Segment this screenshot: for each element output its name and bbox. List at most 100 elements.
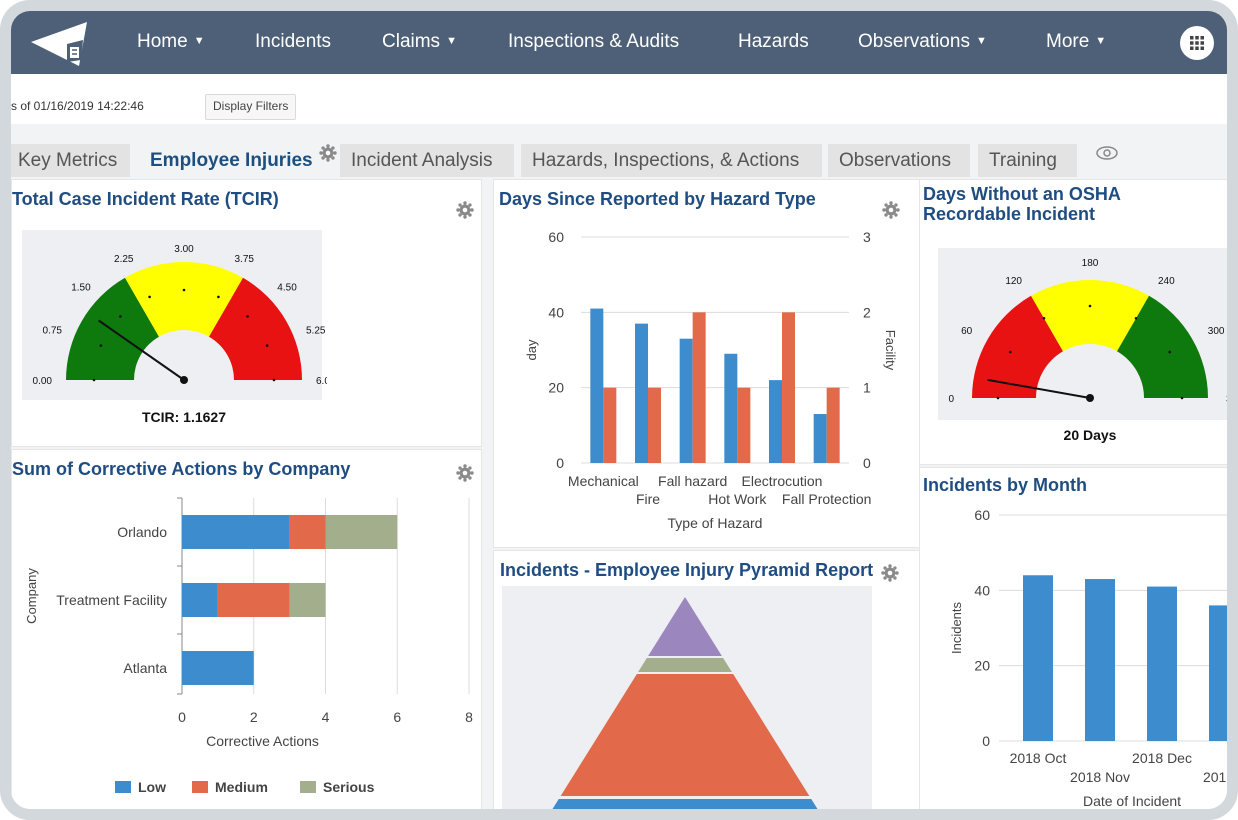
x-tick-label: Hot Work	[708, 491, 767, 507]
gauge-needle-hub	[180, 376, 188, 384]
gear-icon[interactable]	[456, 201, 474, 219]
filter-bar: s of 01/16/2019 14:22:46 Display Filters	[11, 74, 1227, 124]
osha-title-line2: Recordable Incident	[923, 204, 1096, 224]
tcir-panel: Total Case Incident Rate (TCIR) 0.00 0.75…	[11, 179, 482, 447]
gear-tooth	[331, 156, 335, 160]
pyramid-title: Incidents - Employee Injury Pyramid Repo…	[500, 560, 874, 580]
gear-icon[interactable]	[319, 144, 337, 162]
gauge-tick-mark	[996, 396, 1000, 400]
gauge-tick-label: 4.50	[277, 283, 297, 294]
gear-tooth	[884, 213, 888, 217]
gear-tooth	[326, 158, 330, 162]
x-tick-label: Fire	[636, 491, 660, 507]
app-logo[interactable]	[29, 20, 89, 68]
nav-item-inspections-audits[interactable]: Inspections & Audits	[508, 31, 679, 53]
gear-tooth	[319, 151, 323, 155]
gear-tooth	[470, 208, 474, 212]
bar	[182, 583, 218, 617]
bar	[648, 387, 661, 463]
legend-swatch	[115, 781, 131, 793]
top-navigation-bar: Home ▼ Incidents Claims ▼ Inspections & Audit…	[11, 11, 1227, 74]
gauge-tick-label: 0	[948, 394, 954, 405]
tab-employee-injuries[interactable]: Employee Injuries	[139, 144, 335, 177]
gauge-tick-label: 3.00	[174, 244, 194, 255]
x-tick-label: 2019 J	[1203, 769, 1228, 785]
gear-tooth	[470, 471, 474, 475]
bar	[635, 323, 648, 463]
gear-tooth	[895, 571, 899, 575]
gear-tooth	[456, 471, 460, 475]
y2-tick-label: 0	[863, 455, 871, 471]
gear-tooth	[468, 203, 472, 207]
gauge-needle-hub	[1086, 394, 1094, 402]
tab-label: Observations	[839, 150, 951, 171]
tab-label: Key Metrics	[18, 150, 118, 171]
hazard-panel: Days Since Reported by Hazard Type 0 20 40…	[493, 179, 920, 548]
gear-icon[interactable]	[882, 201, 900, 219]
gauge-tick-mark	[99, 344, 103, 347]
gear-tooth	[888, 578, 892, 582]
chevron-down-icon: ▼	[975, 35, 987, 47]
gear-tooth	[881, 571, 885, 575]
bar	[289, 583, 326, 617]
bar	[782, 312, 795, 463]
tab-observations[interactable]: Observations	[828, 144, 970, 177]
gear-tooth	[321, 146, 325, 150]
nav-item-claims[interactable]: Claims ▼	[382, 31, 457, 53]
nav-item-home[interactable]: Home ▼	[137, 31, 205, 53]
x-tick-label: 0	[178, 709, 186, 725]
gear-icon[interactable]	[881, 564, 899, 582]
bar	[826, 387, 840, 463]
bar	[679, 338, 693, 463]
tab-label: Incident Analysis	[351, 150, 493, 171]
bar	[1023, 575, 1053, 741]
bar	[737, 387, 751, 463]
gauge-tick-label: 3.75	[235, 254, 255, 265]
bymonth-panel: Incidents by Month 0 20 40 60 Incidents 2018 …	[919, 467, 1228, 809]
gear-tooth	[889, 201, 893, 205]
x-tick-label: Fall Protection	[782, 491, 871, 507]
gear-hole	[462, 207, 468, 213]
gear-tooth	[458, 203, 462, 207]
gauge-tick-mark	[217, 295, 220, 299]
y2-tick-label: 1	[863, 380, 871, 396]
pyramid-layer-0	[648, 597, 722, 656]
gear-hole	[325, 150, 331, 156]
gear-tooth	[333, 151, 337, 155]
bar	[769, 380, 782, 463]
display-filters-button[interactable]: Display Filters	[205, 94, 297, 120]
gear-tooth	[326, 144, 330, 148]
legend-swatch	[300, 781, 316, 793]
legend-label: Low	[138, 779, 166, 795]
nav-item-more[interactable]: More ▼	[1046, 31, 1106, 53]
x-tick-label: 2	[250, 709, 258, 725]
gauge-tick-label: 5.25	[306, 326, 326, 337]
dashboard-tabs: Key Metrics Employee Injuries Incident Ana…	[11, 124, 1227, 177]
x-tick-label: Fall hazard	[658, 473, 727, 489]
y-tick-label: Orlando	[117, 524, 167, 540]
tab-training[interactable]: Training	[978, 144, 1077, 177]
gauge-tick-label: 6.00	[316, 376, 327, 387]
tcir-title: Total Case Incident Rate (TCIR)	[12, 189, 279, 209]
x-tick-label: Electrocution	[742, 473, 823, 489]
nav-item-label: Inspections & Audits	[508, 31, 680, 52]
gauge-tick-label: 60	[961, 326, 973, 337]
nav-item-hazards[interactable]: Hazards	[738, 31, 809, 53]
nav-item-incidents[interactable]: Incidents	[255, 31, 331, 53]
bar	[217, 583, 290, 617]
tab-key-metrics[interactable]: Key Metrics	[11, 144, 130, 177]
apps-grid-button[interactable]	[1180, 26, 1214, 60]
corrective-panel: Sum of Corrective Actions by Company 0 2 4…	[11, 449, 482, 809]
gauge-tick-mark	[1168, 350, 1171, 354]
nav-item-observations[interactable]: Observations ▼	[858, 31, 987, 53]
gear-tooth	[883, 576, 887, 580]
gear-icon[interactable]	[456, 464, 474, 482]
gear-tooth	[463, 201, 467, 205]
tab-incident-analysis[interactable]: Incident Analysis	[340, 144, 514, 177]
y-tick-label: Treatment Facility	[56, 592, 167, 608]
x-tick-label: 6	[393, 709, 401, 725]
hazard-chart: 0 20 40 60 0 1 2 3 day Facility Mechanical Fire Fall…	[524, 229, 898, 531]
tab-hazards-inspections-actions[interactable]: Hazards, Inspections, & Actions	[521, 144, 822, 177]
view-settings-icon[interactable]	[1094, 142, 1120, 164]
